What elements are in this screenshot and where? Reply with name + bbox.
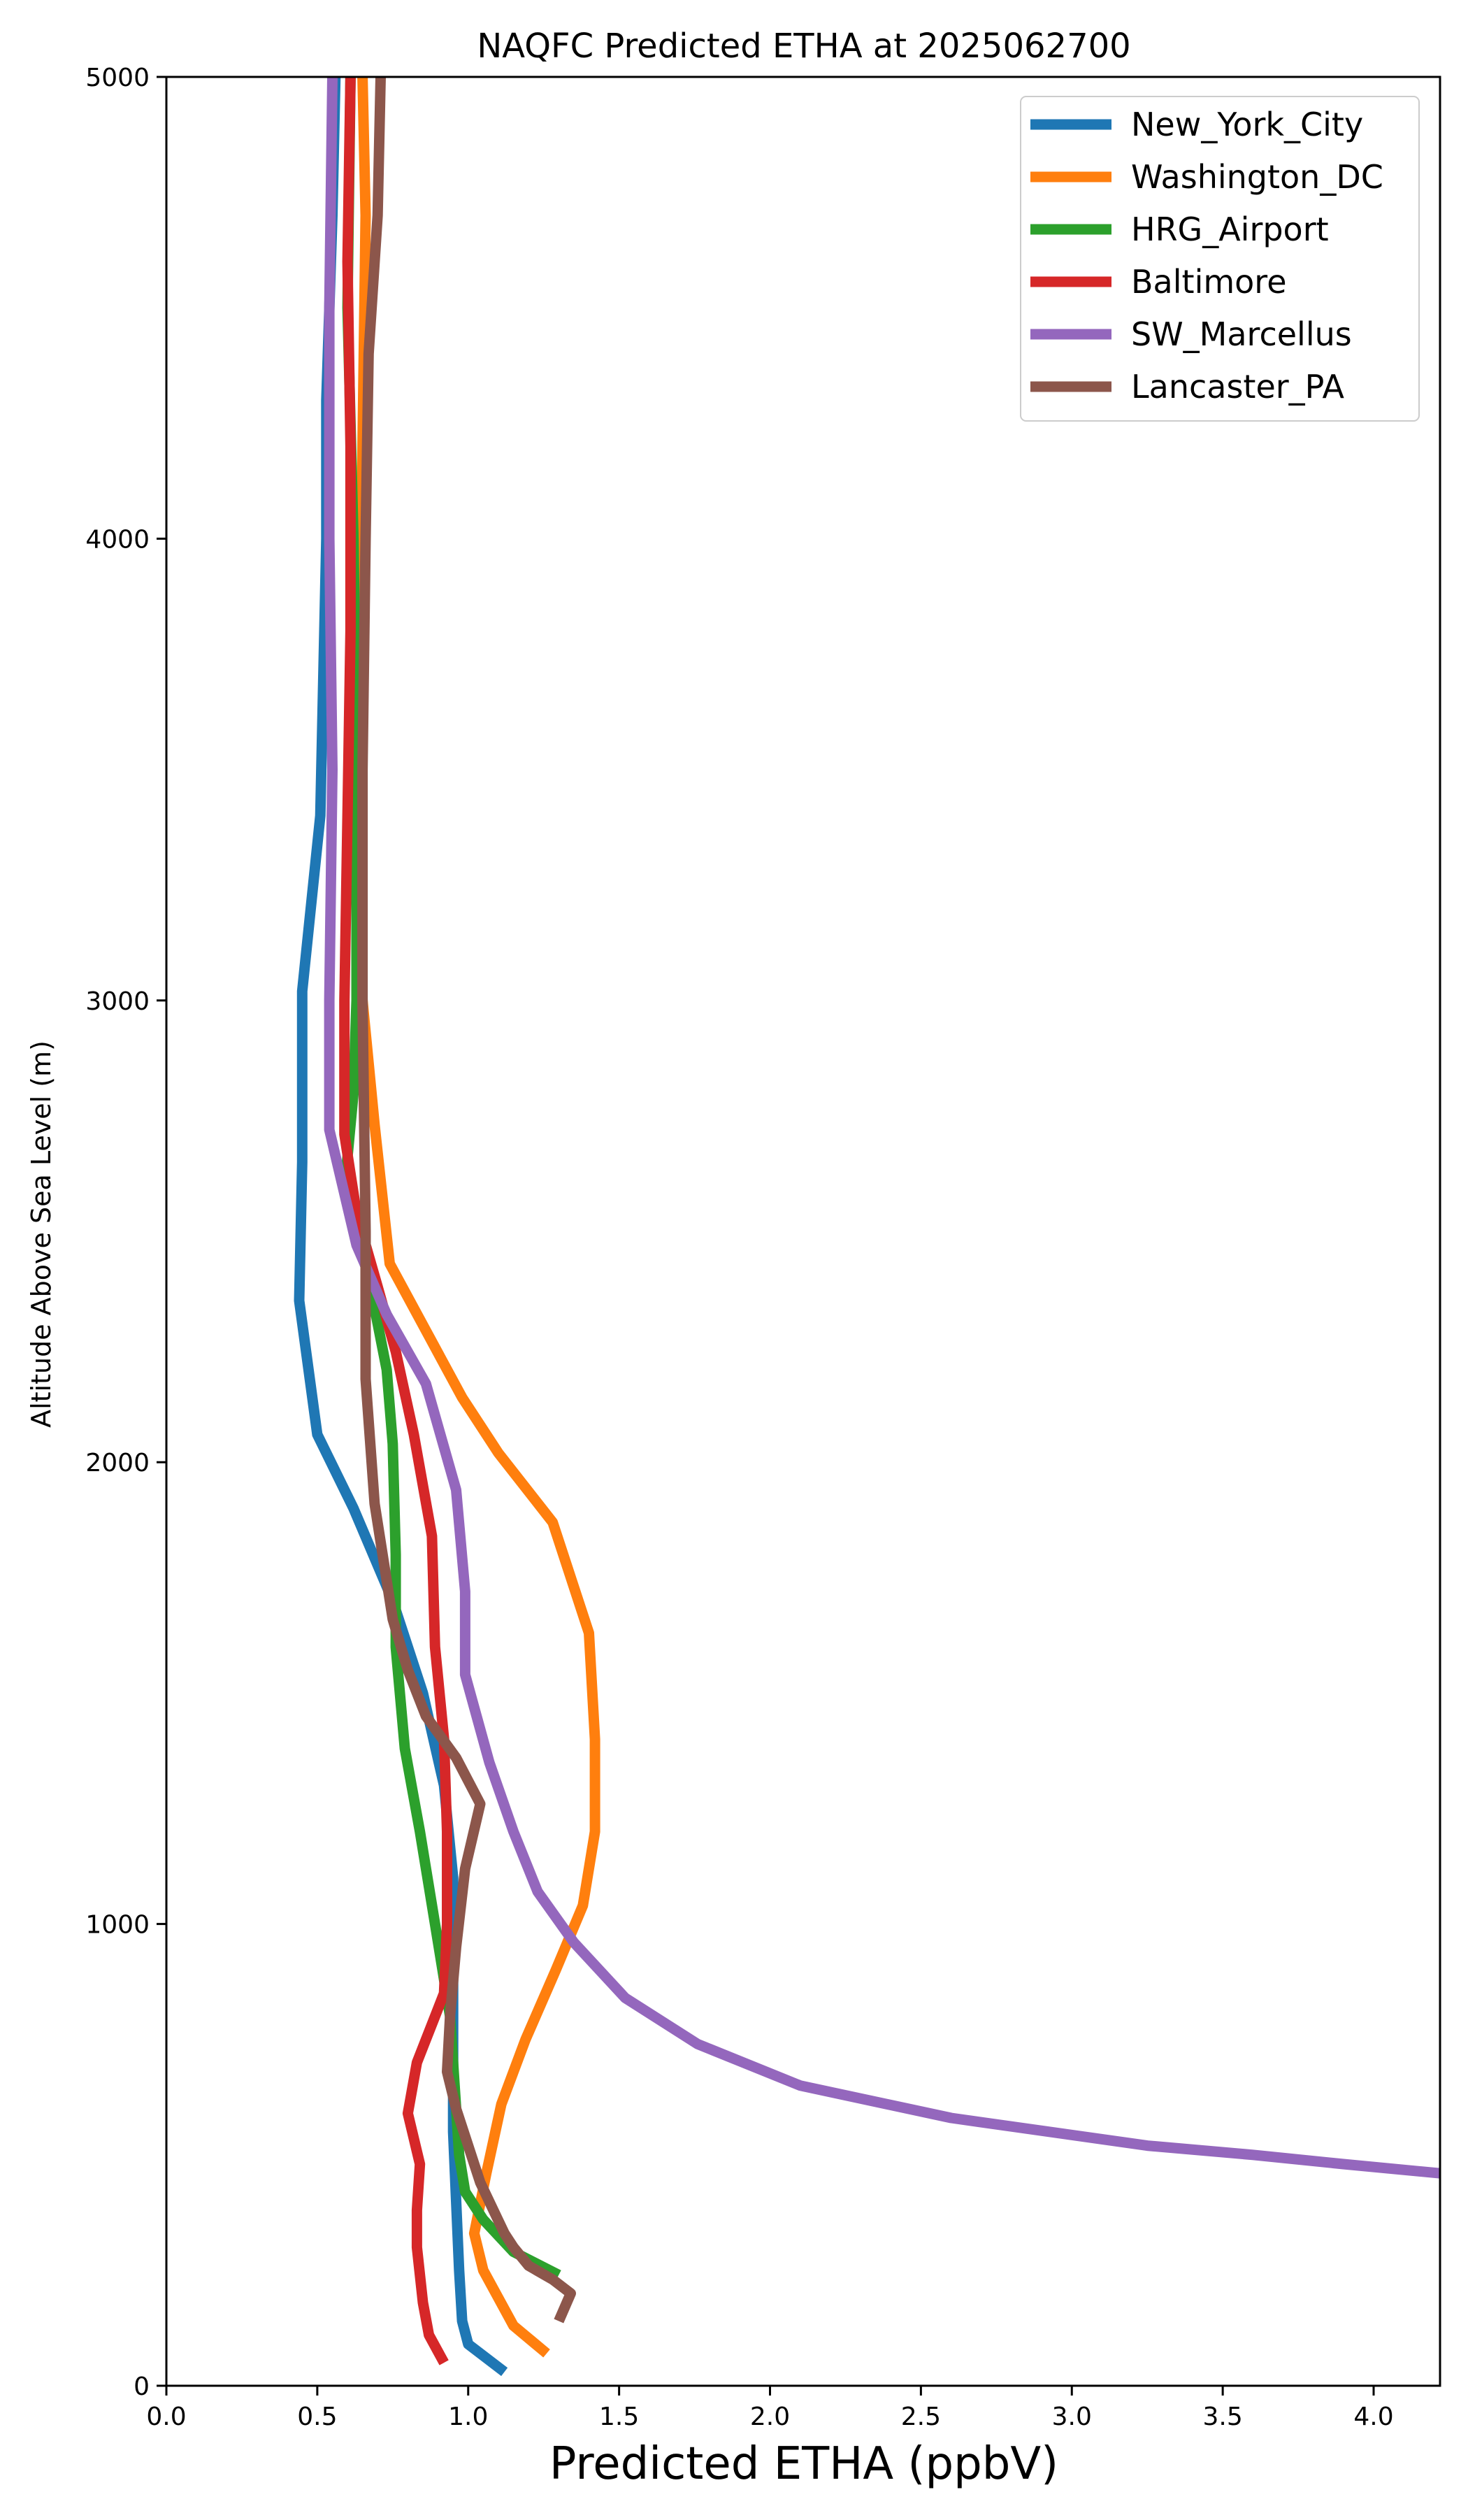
x-tick-label: 3.5	[1203, 2403, 1243, 2431]
series-line-hrg-airport	[339, 77, 561, 2280]
plot-frame	[165, 76, 1441, 2387]
y-tick-label: 0	[134, 2372, 150, 2401]
x-axis: 0.0 0.5 1.0 1.5 2.0 2.5 3.0 3.5 4.0	[146, 2386, 1394, 2431]
y-tick-label: 1000	[85, 1911, 150, 1940]
x-tick-label: 2.5	[901, 2403, 941, 2431]
legend-label: New_York_City	[1131, 106, 1363, 143]
x-tick-label: 0.0	[146, 2403, 186, 2431]
chart-title: NAQFC Predicted ETHA at 2025062700	[477, 27, 1130, 66]
x-tick-label: 4.0	[1353, 2403, 1393, 2431]
x-tick-label: 0.5	[297, 2403, 337, 2431]
legend-label: HRG_Airport	[1131, 210, 1329, 248]
series-line-lancaster-pa	[357, 77, 576, 2324]
x-axis-label: Predicted ETHA (ppbV)	[549, 2438, 1058, 2490]
y-axis: 0 1000 2000 3000 4000 5000	[85, 64, 166, 2401]
y-tick-label: 3000	[85, 987, 150, 1016]
legend-label: Baltimore	[1131, 263, 1287, 301]
y-tick-label: 5000	[85, 64, 150, 92]
legend-label: Lancaster_PA	[1131, 368, 1344, 406]
legend-box	[1020, 96, 1420, 422]
legend-label: Washington_DC	[1131, 158, 1383, 196]
x-tick-label: 3.0	[1052, 2403, 1092, 2431]
series-layer	[294, 77, 1440, 2377]
y-axis-label: Altitude Above Sea Level (m)	[26, 1040, 57, 1428]
legend-label: SW_Marcellus	[1131, 315, 1352, 353]
x-tick-label: 1.5	[599, 2403, 639, 2431]
y-tick-label: 4000	[85, 525, 150, 554]
y-tick-label: 2000	[85, 1449, 150, 1477]
series-line-baltimore	[339, 77, 452, 2365]
series-line-sw-marcellus	[324, 77, 1440, 2179]
x-tick-label: 2.0	[750, 2403, 790, 2431]
legend: New_York_City Washington_DC HRG_Airport Bal…	[1020, 96, 1420, 422]
x-tick-label: 1.0	[448, 2403, 488, 2431]
